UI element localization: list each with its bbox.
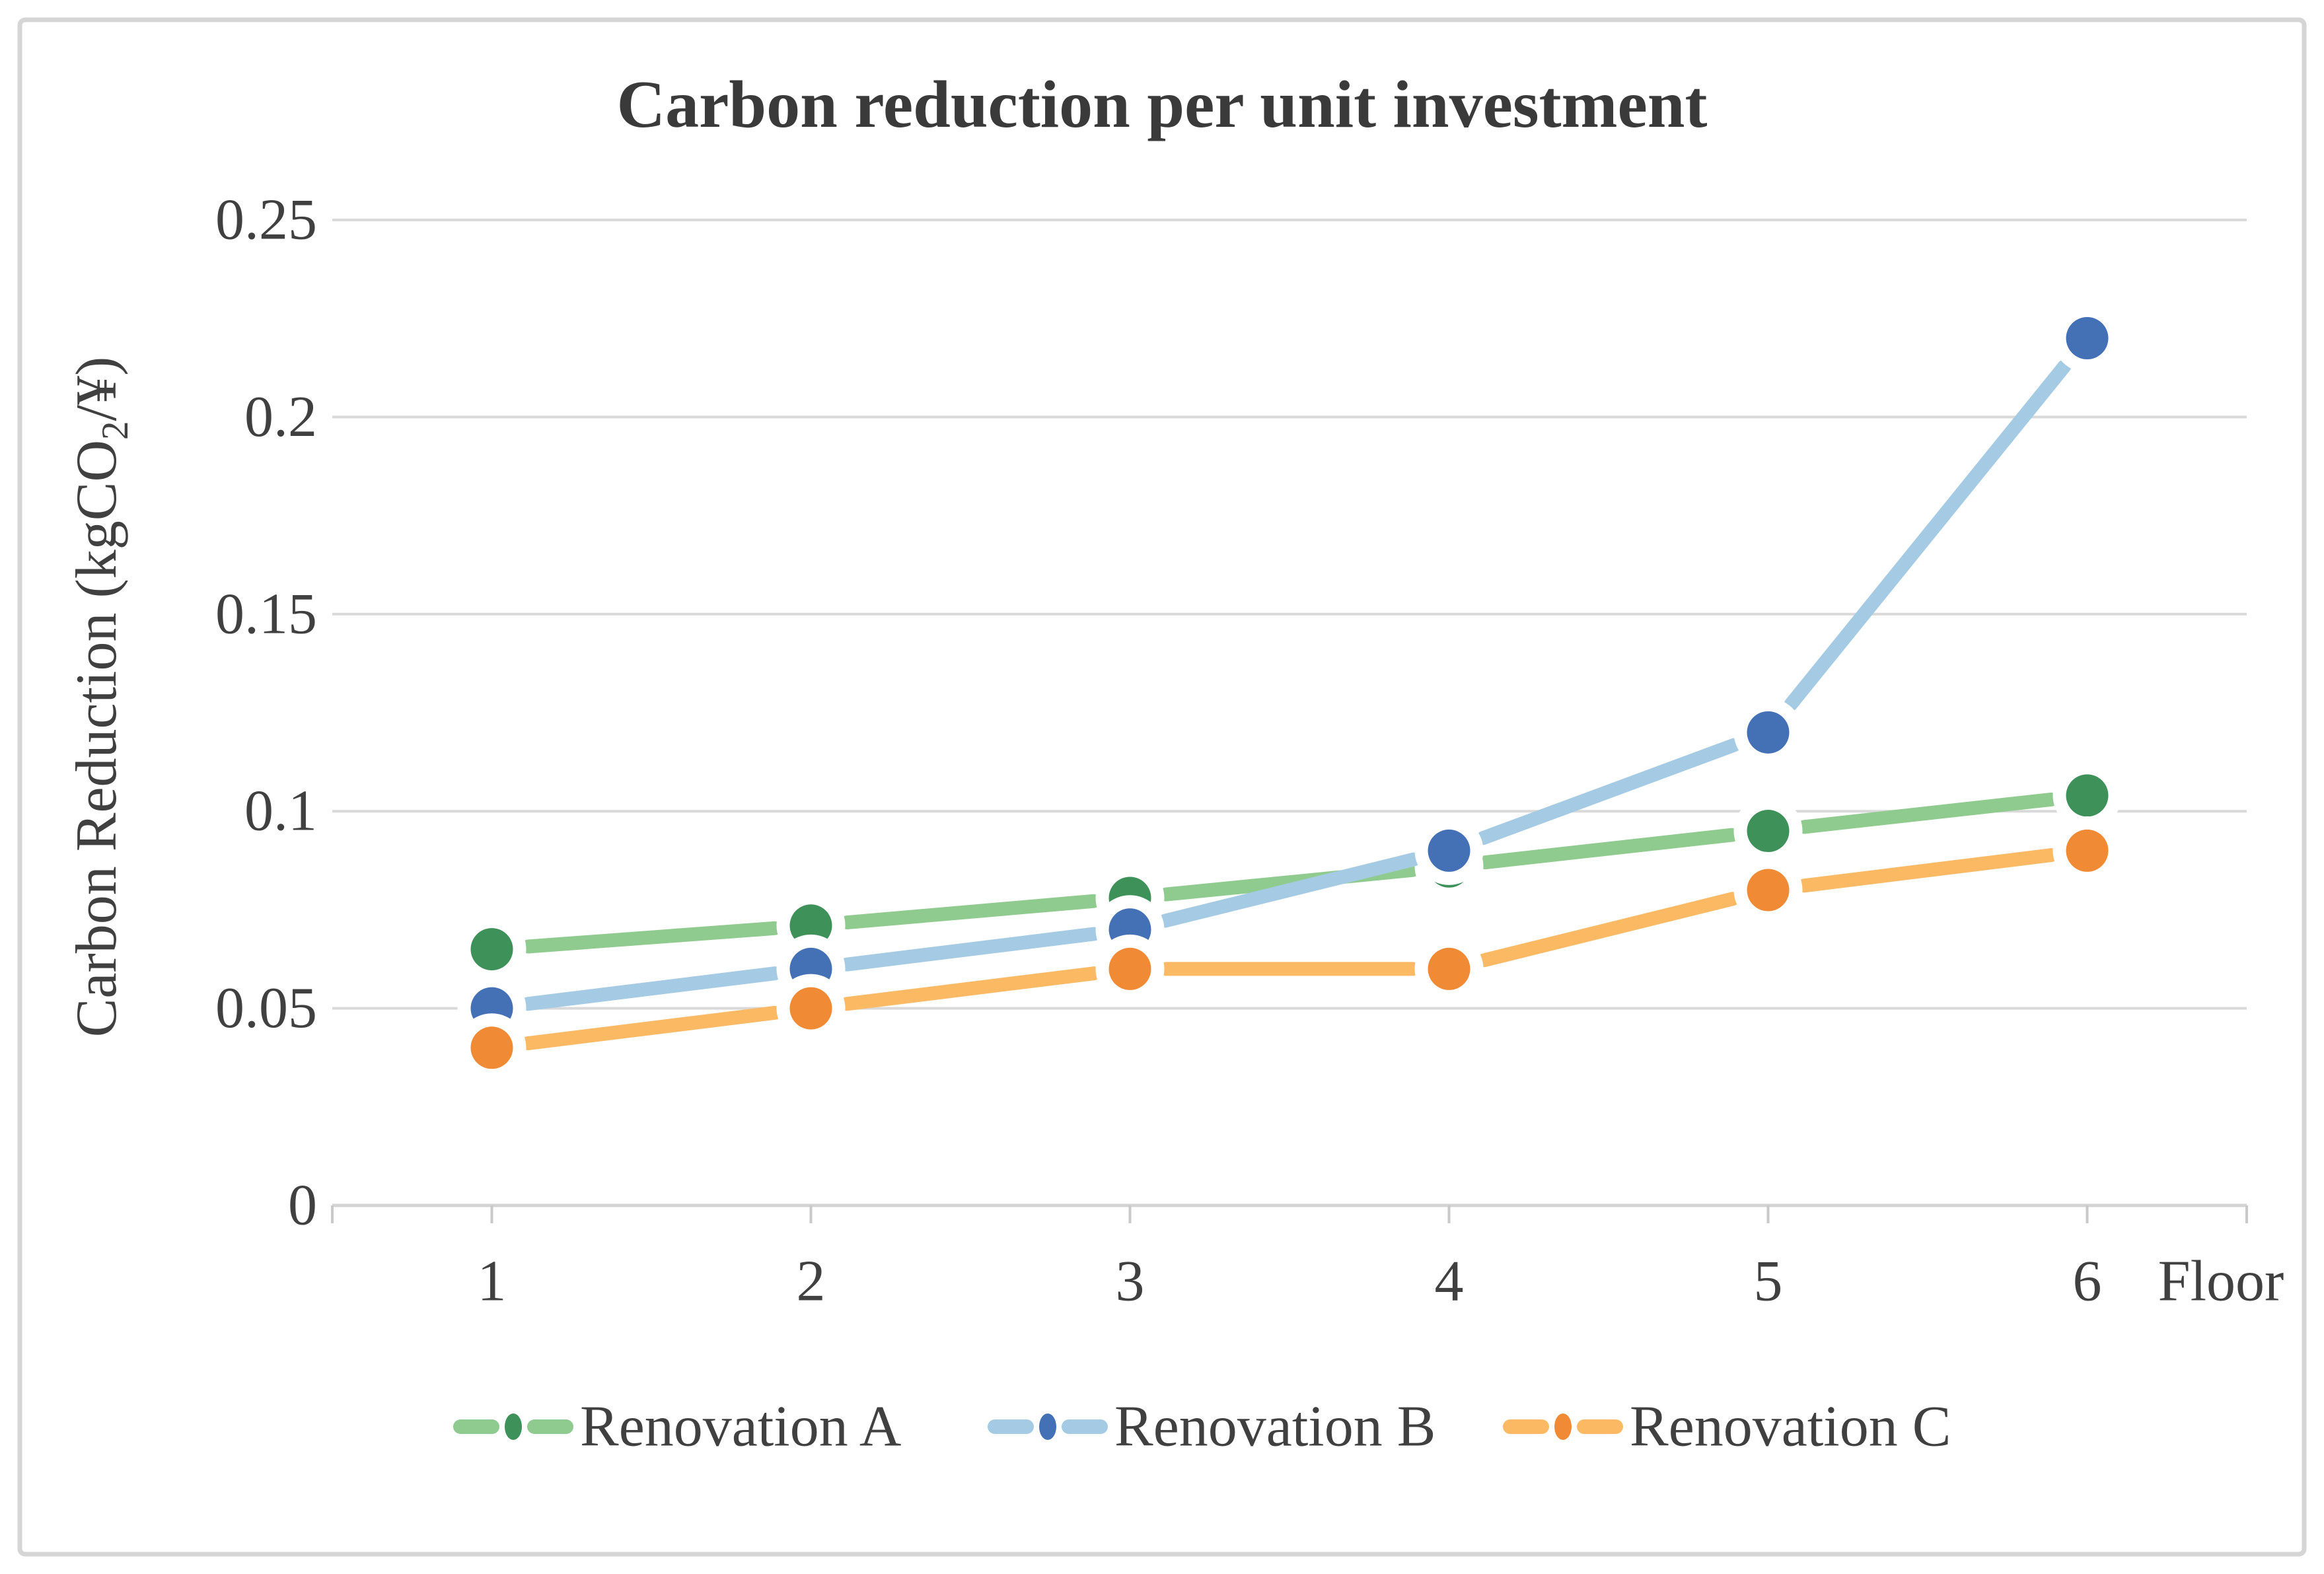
legend-dot-icon <box>1554 1413 1572 1440</box>
data-point-marker <box>789 904 832 947</box>
y-axis-title-subscript: 2 <box>94 421 136 440</box>
series-line-segment <box>840 927 1101 972</box>
series-line-segment <box>1478 828 1739 870</box>
y-axis-title-unit: /¥) <box>65 357 129 421</box>
data-point-marker <box>470 928 513 971</box>
data-point-marker <box>1428 829 1471 872</box>
x-tick-label: 6 <box>2073 1250 2102 1314</box>
legend-dash-icon <box>988 1419 1034 1434</box>
legend-dash-icon <box>1577 1419 1623 1434</box>
series-line-segment <box>840 894 1101 930</box>
data-point-marker <box>1428 947 1471 990</box>
data-point-marker <box>789 987 832 1030</box>
x-tick-label: 2 <box>797 1250 826 1314</box>
x-axis-tick-labels: 1 2 3 4 5 6 <box>478 1250 2102 1314</box>
series-line-segment <box>840 966 1101 1011</box>
legend-dot-icon <box>505 1413 522 1440</box>
series-line-segment <box>1797 792 2058 834</box>
legend-label: Renovation A <box>580 1395 901 1459</box>
legend-dot-icon <box>1039 1413 1056 1440</box>
x-tick-label: 4 <box>1435 1250 1464 1314</box>
series-line-segment <box>1476 738 1741 845</box>
data-point-marker <box>1108 947 1151 990</box>
data-point-marker <box>1747 711 1790 754</box>
y-tick-label: 0.15 <box>215 582 317 646</box>
data-point-marker <box>1747 869 1790 912</box>
data-point-marker <box>1747 810 1790 853</box>
legend-item-renovation-c: Renovation C <box>1503 1395 1951 1459</box>
y-axis-tick-labels: 0 0.05 0.1 0.15 0.2 0.25 <box>215 188 317 1238</box>
chart-title: Carbon reduction per unit investment <box>617 67 1708 142</box>
legend-item-renovation-b: Renovation B <box>988 1395 1435 1459</box>
x-tick-label: 5 <box>1754 1250 1783 1314</box>
legend-item-renovation-a: Renovation A <box>453 1395 901 1459</box>
y-tick-label: 0 <box>288 1174 317 1238</box>
y-tick-label: 0.2 <box>244 385 317 449</box>
series-line-segment <box>1477 892 1740 968</box>
series-line-segment <box>521 921 782 954</box>
x-tick-label: 3 <box>1116 1250 1145 1314</box>
legend-dash-icon <box>1062 1419 1108 1434</box>
x-axis-ticks <box>331 1205 2248 1223</box>
series-line-segment <box>521 1005 782 1051</box>
legend-dash-icon <box>1503 1419 1549 1434</box>
series-line-segment <box>1784 359 2072 711</box>
series-line-segment <box>1797 848 2058 893</box>
x-axis-title: Floor <box>2158 1250 2284 1314</box>
y-axis-title: Carbon Reduction (kgCO2/¥) <box>65 357 136 1038</box>
legend: Renovation A Renovation B Renovation C <box>453 1395 1951 1459</box>
data-point-marker <box>470 1026 513 1069</box>
data-point-marker <box>2066 829 2109 872</box>
y-tick-label: 0.05 <box>215 976 317 1040</box>
data-point-marker <box>2066 774 2109 817</box>
series-line-segment <box>1158 852 1421 928</box>
y-tick-label: 0.25 <box>215 188 317 252</box>
legend-dash-icon <box>527 1419 573 1434</box>
series-renovation-c <box>457 816 2122 1083</box>
x-tick-label: 1 <box>478 1250 507 1314</box>
legend-label: Renovation B <box>1114 1395 1435 1459</box>
chart-border <box>17 17 2307 1557</box>
y-axis-title-main: Carbon Reduction (kgCO <box>65 440 129 1037</box>
legend-label: Renovation C <box>1630 1395 1951 1459</box>
legend-dash-icon <box>453 1419 499 1434</box>
y-tick-label: 0.1 <box>244 779 317 843</box>
data-point-marker <box>2066 317 2109 360</box>
series-line-segment <box>521 966 782 1011</box>
